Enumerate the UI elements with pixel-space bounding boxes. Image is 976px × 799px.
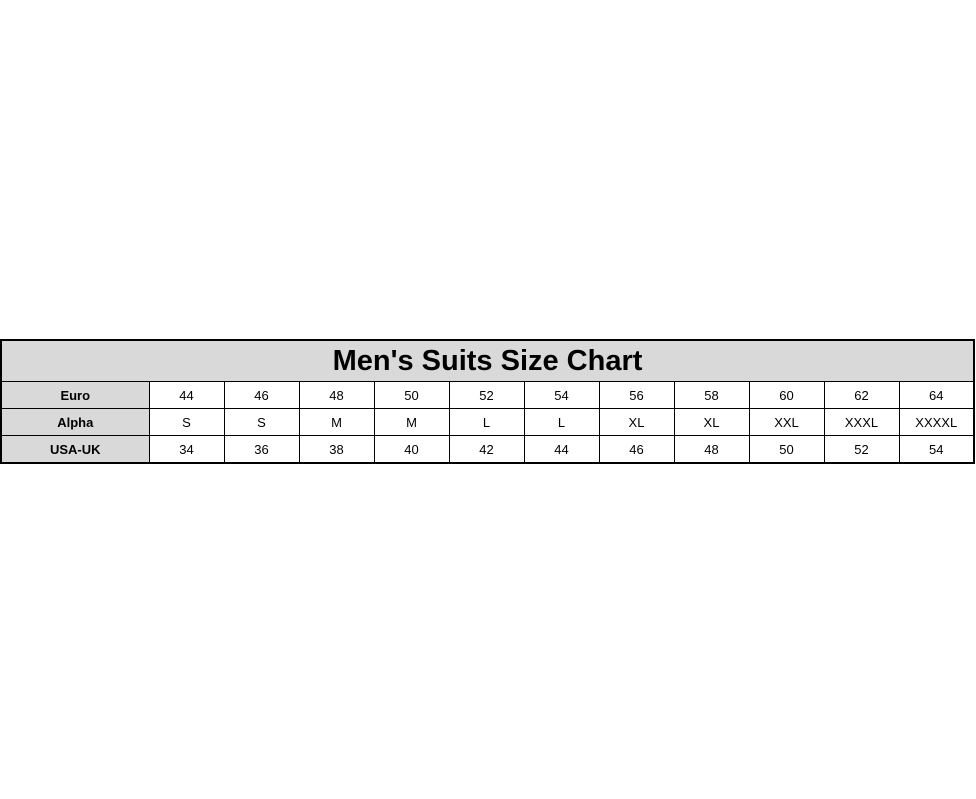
table-cell: XL xyxy=(598,408,675,436)
page-title: Men's Suits Size Chart xyxy=(0,339,975,382)
table-cell: 36 xyxy=(223,435,300,464)
title-row: Men's Suits Size Chart xyxy=(0,339,975,382)
table-cell: 48 xyxy=(298,381,375,409)
table-cell: L xyxy=(523,408,600,436)
table-cell: 44 xyxy=(148,381,225,409)
table-row-euro: Euro 44 46 48 50 52 54 56 58 60 62 64 xyxy=(0,381,975,409)
table-cell: XXL xyxy=(748,408,825,436)
table-cell: 50 xyxy=(748,435,825,464)
table-cell: M xyxy=(298,408,375,436)
table-cell: 46 xyxy=(598,435,675,464)
table-cell: S xyxy=(223,408,300,436)
table-cell: 52 xyxy=(448,381,525,409)
table-cell: 64 xyxy=(898,381,975,409)
table-cell: XXXXL xyxy=(898,408,975,436)
table-cell: 54 xyxy=(523,381,600,409)
table-cell: 34 xyxy=(148,435,225,464)
table-cell: 38 xyxy=(298,435,375,464)
table-cell: L xyxy=(448,408,525,436)
table-cell: 58 xyxy=(673,381,750,409)
size-chart-table: Men's Suits Size Chart Euro 44 46 48 50 … xyxy=(0,339,975,464)
table-cell: 54 xyxy=(898,435,975,464)
table-cell: XXXL xyxy=(823,408,900,436)
table-cell: XL xyxy=(673,408,750,436)
table-cell: 50 xyxy=(373,381,450,409)
table-cell: 52 xyxy=(823,435,900,464)
table-cell: 44 xyxy=(523,435,600,464)
table-cell: 46 xyxy=(223,381,300,409)
row-header-usa-uk: USA-UK xyxy=(0,435,150,464)
table-cell: S xyxy=(148,408,225,436)
table-cell: M xyxy=(373,408,450,436)
table-cell: 48 xyxy=(673,435,750,464)
table-cell: 56 xyxy=(598,381,675,409)
table-cell: 62 xyxy=(823,381,900,409)
table-row-alpha: Alpha S S M M L L XL XL XXL XXXL XXXXL xyxy=(0,408,975,436)
table-cell: 42 xyxy=(448,435,525,464)
row-header-euro: Euro xyxy=(0,381,150,409)
table-cell: 60 xyxy=(748,381,825,409)
row-header-alpha: Alpha xyxy=(0,408,150,436)
table-cell: 40 xyxy=(373,435,450,464)
table-row-usa-uk: USA-UK 34 36 38 40 42 44 46 48 50 52 54 xyxy=(0,435,975,464)
